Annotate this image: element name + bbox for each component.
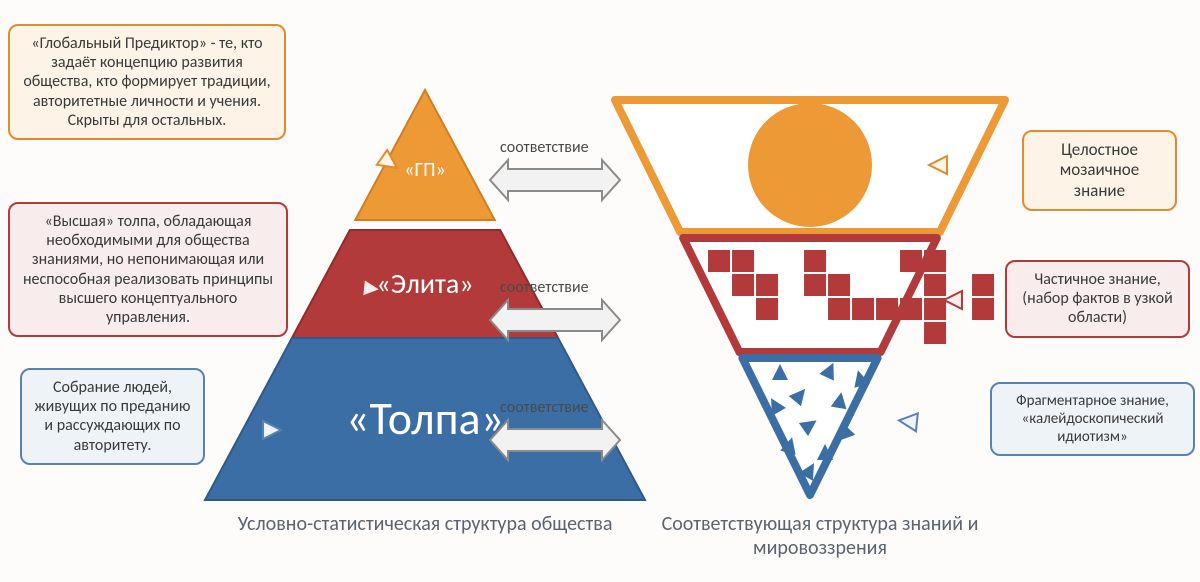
knowledge-tile bbox=[756, 298, 778, 320]
knowledge-tile bbox=[972, 298, 994, 320]
caption-left: Условно-статистическая структура обществ… bbox=[235, 512, 615, 536]
callout-text: Целостное мозаичное знание bbox=[1060, 139, 1139, 201]
knowledge-tile bbox=[924, 298, 946, 320]
pyramid-label-crowd: «Толпа» bbox=[325, 391, 525, 447]
knowledge-tile bbox=[804, 274, 826, 296]
callout-elite: «Высшая» толпа, обладающая необходимыми … bbox=[8, 202, 288, 337]
callout-text: «Высшая» толпа, обладающая необходимыми … bbox=[23, 212, 273, 327]
callout-text: Собрание людей, живущих по преданию и ра… bbox=[35, 378, 191, 455]
knowledge-tile bbox=[732, 250, 754, 272]
pyramid-label-elite: «Элита» bbox=[325, 266, 525, 301]
callout-gp: «Глобальный Предиктор» - те, кто задаёт … bbox=[8, 24, 286, 140]
callout-partial: Частичное знание, (набор фактов в узкой … bbox=[1005, 260, 1190, 338]
knowledge-tile bbox=[828, 298, 850, 320]
callout-holistic: Целостное мозаичное знание bbox=[1022, 130, 1177, 211]
holistic-circle bbox=[748, 103, 872, 227]
knowledge-tile bbox=[900, 250, 922, 272]
knowledge-tile bbox=[924, 250, 946, 272]
knowledge-tile bbox=[756, 274, 778, 296]
knowledge-tile bbox=[852, 298, 874, 320]
knowledge-tile bbox=[924, 274, 946, 296]
knowledge-tile bbox=[732, 274, 754, 296]
arrow-label: соответствие bbox=[500, 138, 589, 157]
knowledge-tile bbox=[708, 250, 730, 272]
knowledge-tile bbox=[804, 250, 826, 272]
callout-text: «Глобальный Предиктор» - те, кто задаёт … bbox=[23, 34, 270, 130]
pyramid-label-gp: «ГП» bbox=[325, 158, 525, 182]
knowledge-tile bbox=[828, 274, 850, 296]
caption-right: Соответствующая структура знаний и миров… bbox=[640, 512, 1000, 560]
callout-text: Фрагментарное знание, «калейдоскопически… bbox=[1016, 392, 1169, 446]
callout-fragment: Фрагментарное знание, «калейдоскопически… bbox=[990, 382, 1195, 456]
knowledge-tile bbox=[972, 274, 994, 296]
knowledge-tile bbox=[876, 298, 898, 320]
callout-text: Частичное знание, (набор фактов в узкой … bbox=[1022, 270, 1172, 327]
knowledge-tile bbox=[900, 298, 922, 320]
pyramid-top bbox=[355, 90, 495, 220]
knowledge-tile bbox=[924, 322, 946, 344]
callout-crowd: Собрание людей, живущих по преданию и ра… bbox=[20, 368, 205, 465]
